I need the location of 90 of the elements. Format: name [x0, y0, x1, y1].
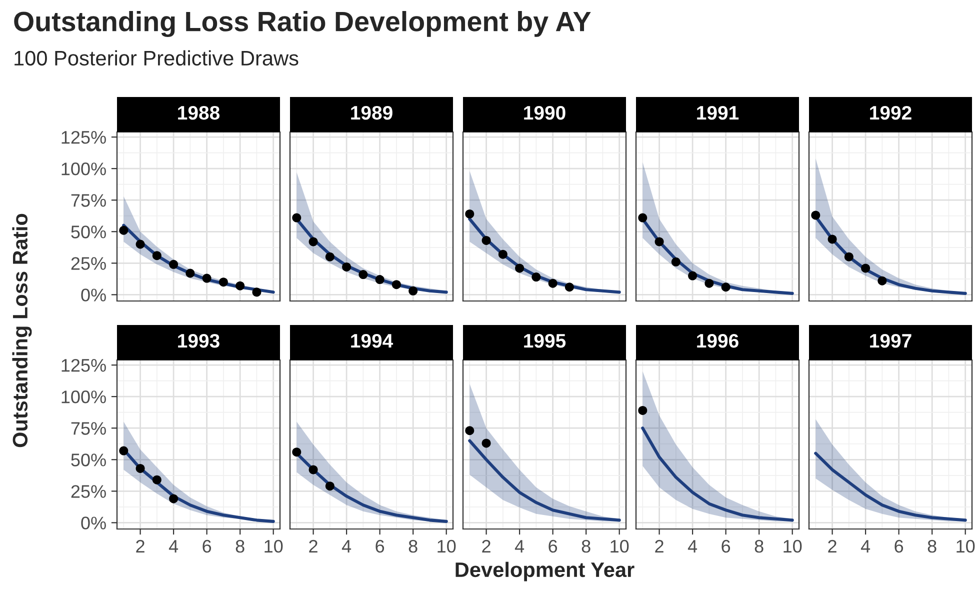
x-tick-label: 2	[482, 540, 490, 552]
point	[136, 240, 145, 249]
y-tick-label: 125%	[62, 358, 106, 372]
chart-title: 1989	[351, 106, 392, 120]
y-tick-label: 0%	[81, 516, 106, 530]
x-tick-label: 4	[860, 540, 870, 552]
point	[548, 278, 558, 288]
x-tick-label: 10	[610, 540, 629, 553]
y-tick-label: 25%	[71, 485, 106, 498]
text: Outstanding Loss Ratio Development by AY	[14, 10, 591, 38]
y-tick-label: 50%	[71, 454, 106, 466]
point	[844, 252, 854, 262]
x-tick-label: 4	[514, 540, 524, 552]
point	[721, 282, 730, 292]
point	[169, 260, 178, 269]
x-tick-label: 10	[784, 540, 802, 553]
chart-title: 1994	[351, 334, 394, 348]
point	[704, 278, 714, 288]
point	[638, 213, 648, 222]
x-tick-label: 6	[202, 540, 212, 553]
x-tick-label: 10	[438, 540, 456, 553]
point	[498, 250, 508, 259]
point	[119, 446, 128, 456]
x-tick-label: 8	[236, 540, 244, 553]
text: 100 Posterior Predictive Draws	[14, 50, 298, 66]
chart-title: 1993	[178, 334, 220, 348]
x-tick-label: 6	[548, 540, 558, 553]
point	[532, 272, 541, 282]
chart-title: 1988	[178, 106, 220, 120]
y-tick-label: 0%	[81, 288, 106, 302]
x-tick-label: 4	[688, 540, 698, 552]
chart-title: 1996	[697, 334, 738, 348]
point	[308, 237, 318, 246]
point	[654, 237, 664, 246]
point	[292, 213, 302, 222]
y-tick-label: 125%	[62, 130, 106, 144]
point	[688, 271, 698, 280]
x-tick-label: 8	[928, 540, 936, 553]
x-tick-label: 2	[136, 540, 144, 552]
point	[811, 210, 820, 220]
point	[465, 209, 474, 218]
y-tick-label: 50%	[71, 226, 106, 238]
y-tick-label: 100%	[62, 390, 106, 404]
x-tick-label: 4	[168, 540, 178, 552]
y-tick-label: 75%	[71, 422, 106, 435]
point	[252, 288, 262, 297]
x-axis-title: Development Year	[456, 562, 634, 582]
point	[152, 251, 162, 260]
point	[878, 276, 887, 286]
y-tick-label: 75%	[71, 194, 106, 207]
point	[119, 226, 128, 235]
point	[861, 264, 870, 273]
point	[325, 252, 334, 262]
x-tick-label: 2	[309, 540, 318, 552]
chart-title: 1991	[697, 106, 739, 120]
point	[152, 475, 162, 484]
x-tick-label: 10	[956, 540, 975, 553]
point	[236, 281, 245, 290]
chart-title: 1992	[870, 106, 912, 120]
x-tick-label: 4	[342, 540, 352, 552]
chart-title: 1995	[524, 334, 566, 348]
point	[564, 282, 574, 292]
point	[186, 268, 195, 278]
chart-title: 1990	[524, 106, 566, 120]
point	[482, 236, 491, 245]
x-tick-label: 10	[264, 540, 283, 553]
chart-title: 1997	[870, 334, 912, 348]
point	[169, 494, 178, 504]
point	[408, 286, 418, 296]
point	[358, 270, 368, 280]
x-tick-label: 8	[582, 540, 590, 553]
point	[828, 234, 837, 244]
y-tick-label: 100%	[62, 162, 106, 176]
x-tick-label: 2	[655, 540, 664, 552]
point	[515, 264, 524, 273]
y-axis-title: Outstanding Loss Ratio	[12, 214, 32, 448]
point	[218, 278, 228, 287]
point	[202, 274, 212, 283]
x-tick-label: 8	[754, 540, 764, 553]
x-tick-label: 6	[376, 540, 384, 553]
x-tick-label: 8	[408, 540, 418, 553]
point	[671, 257, 680, 266]
y-tick-label: 25%	[71, 257, 106, 270]
x-tick-label: 6	[722, 540, 730, 553]
point	[392, 280, 401, 290]
x-tick-label: 6	[894, 540, 904, 553]
point	[375, 275, 384, 284]
x-tick-label: 2	[828, 540, 836, 552]
point	[342, 262, 352, 272]
point	[136, 464, 145, 473]
